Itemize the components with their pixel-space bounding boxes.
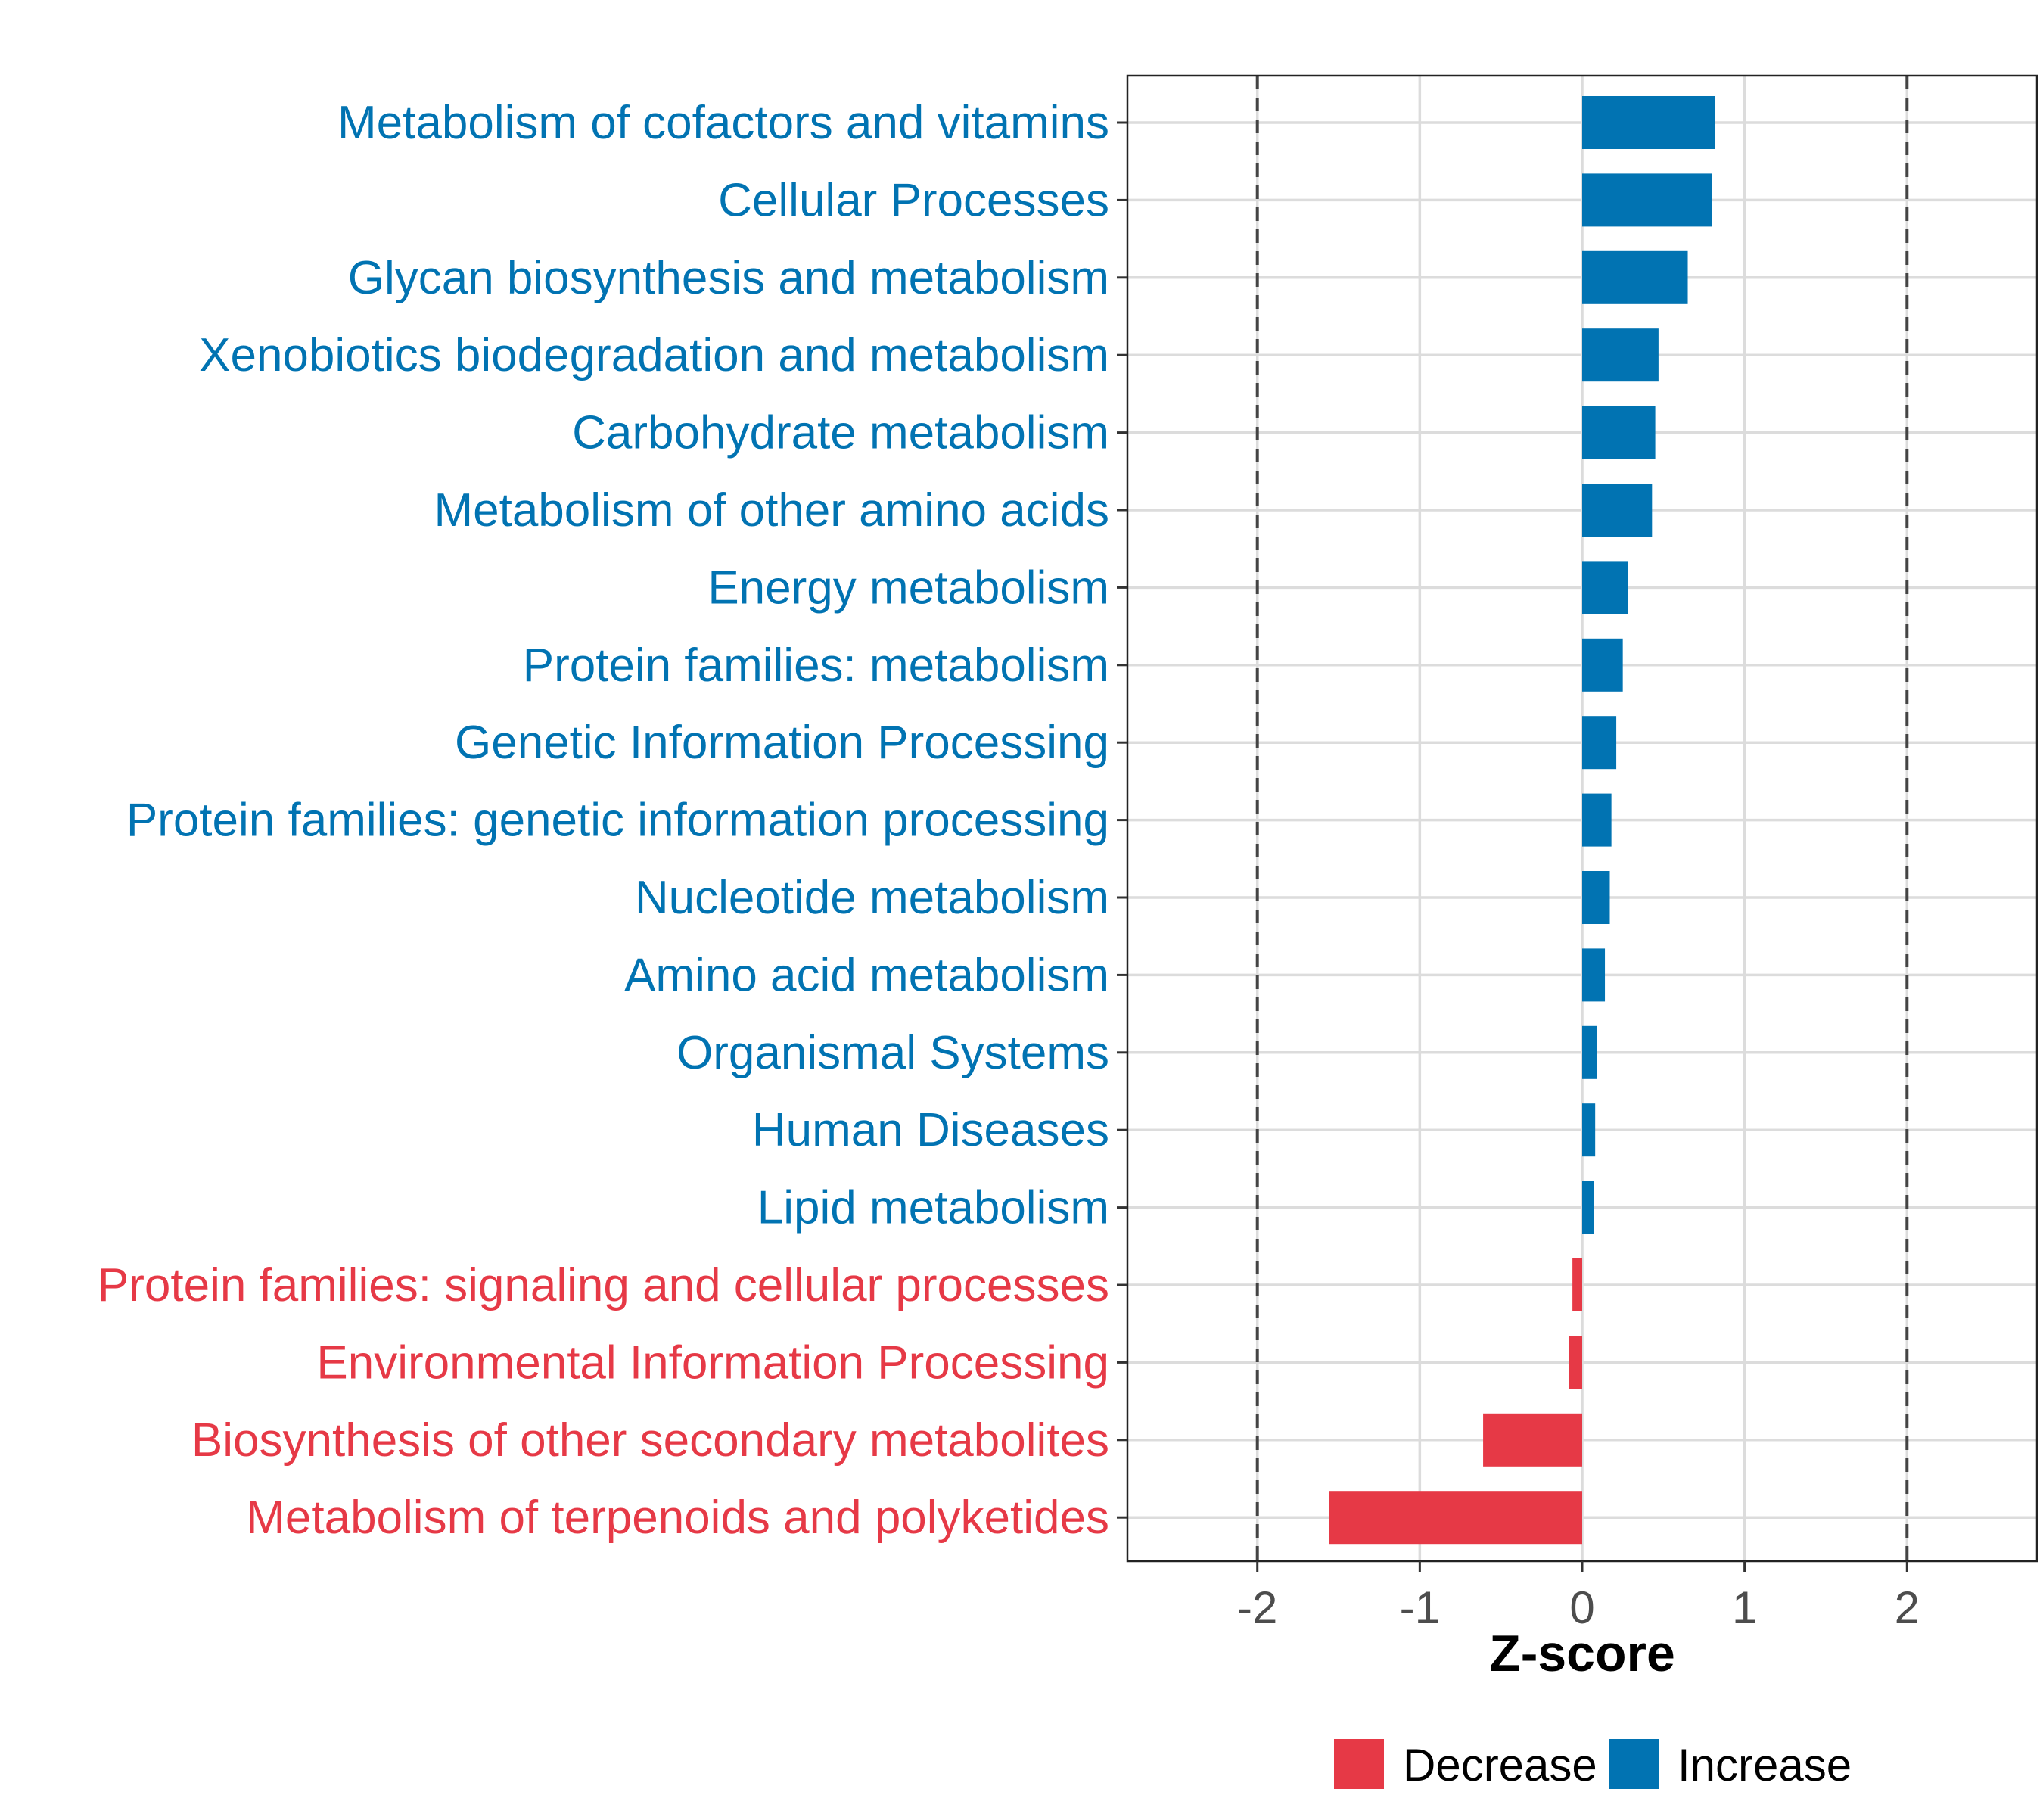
bar-increase <box>1582 716 1617 770</box>
legend-swatch-decrease <box>1334 1739 1384 1789</box>
category-label: Organismal Systems <box>676 1027 1109 1079</box>
bar-decrease <box>1483 1413 1582 1467</box>
bar-decrease <box>1572 1258 1582 1311</box>
bar-increase <box>1582 1181 1594 1234</box>
bar-increase <box>1582 406 1656 459</box>
category-label: Protein families: genetic information pr… <box>126 795 1109 847</box>
bar-increase <box>1582 793 1612 847</box>
category-label: Lipid metabolism <box>757 1182 1109 1234</box>
bar-decrease <box>1569 1336 1582 1389</box>
category-label: Metabolism of terpenoids and polyketides <box>246 1492 1109 1544</box>
bar-increase <box>1582 871 1610 924</box>
category-label: Protein families: metabolism <box>523 639 1109 692</box>
legend-label-decrease: Decrease <box>1403 1740 1597 1790</box>
category-label: Metabolism of other amino acids <box>434 484 1109 537</box>
bar-increase <box>1582 1025 1597 1079</box>
category-label: Amino acid metabolism <box>624 949 1109 1001</box>
legend-label-increase: Increase <box>1678 1740 1852 1790</box>
category-label: Nucleotide metabolism <box>635 872 1109 924</box>
category-label: Human Diseases <box>752 1104 1109 1156</box>
x-axis-title: Z-score <box>1489 1625 1675 1682</box>
bar-increase <box>1582 561 1628 614</box>
category-label: Glycan biosynthesis and metabolism <box>348 252 1109 304</box>
bar-increase <box>1582 638 1623 692</box>
x-tick-label: -2 <box>1237 1582 1277 1633</box>
category-label: Carbohydrate metabolism <box>572 407 1109 459</box>
category-label: Xenobiotics biodegradation and metabolis… <box>199 329 1109 381</box>
bar-decrease <box>1329 1491 1582 1545</box>
x-tick-label: -1 <box>1400 1582 1440 1633</box>
category-label: Environmental Information Processing <box>316 1336 1109 1389</box>
bar-increase <box>1582 1103 1596 1157</box>
category-label: Protein families: signaling and cellular… <box>98 1259 1109 1311</box>
x-tick-label: 0 <box>1569 1582 1594 1633</box>
category-label: Energy metabolism <box>707 562 1109 614</box>
bar-increase <box>1582 948 1606 1002</box>
category-label: Cellular Processes <box>718 174 1109 226</box>
x-tick-label: 1 <box>1732 1582 1757 1633</box>
category-label: Biosynthesis of other secondary metaboli… <box>191 1414 1109 1467</box>
x-tick-label: 2 <box>1895 1582 1920 1633</box>
bar-increase <box>1582 96 1716 149</box>
bar-increase <box>1582 484 1653 537</box>
bar-increase <box>1582 173 1712 227</box>
category-label: Metabolism of cofactors and vitamins <box>337 97 1109 149</box>
bar-increase <box>1582 250 1688 304</box>
legend-swatch-increase <box>1609 1739 1659 1789</box>
bar-increase <box>1582 328 1659 382</box>
category-label: Genetic Information Processing <box>455 717 1109 769</box>
